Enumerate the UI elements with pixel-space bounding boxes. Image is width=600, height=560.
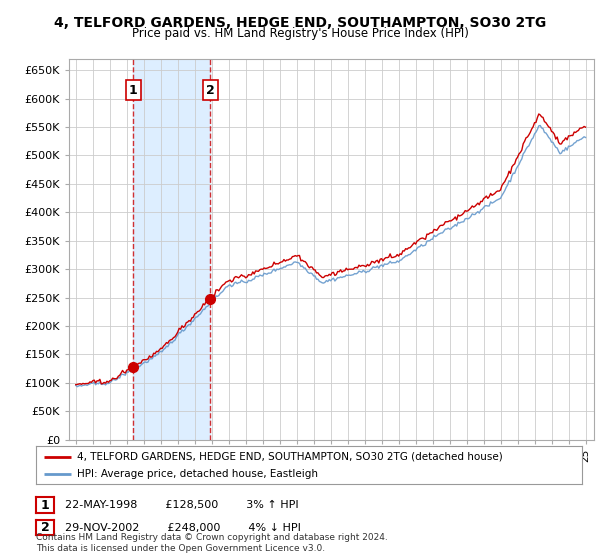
Text: 22-MAY-1998        £128,500        3% ↑ HPI: 22-MAY-1998 £128,500 3% ↑ HPI — [58, 500, 299, 510]
Text: Contains HM Land Registry data © Crown copyright and database right 2024.
This d: Contains HM Land Registry data © Crown c… — [36, 533, 388, 553]
Text: 2: 2 — [206, 83, 215, 96]
Text: 4, TELFORD GARDENS, HEDGE END, SOUTHAMPTON, SO30 2TG: 4, TELFORD GARDENS, HEDGE END, SOUTHAMPT… — [54, 16, 546, 30]
Text: 29-NOV-2002        £248,000        4% ↓ HPI: 29-NOV-2002 £248,000 4% ↓ HPI — [58, 522, 301, 533]
Text: HPI: Average price, detached house, Eastleigh: HPI: Average price, detached house, East… — [77, 469, 318, 479]
Text: 1: 1 — [41, 498, 49, 512]
Text: 4, TELFORD GARDENS, HEDGE END, SOUTHAMPTON, SO30 2TG (detached house): 4, TELFORD GARDENS, HEDGE END, SOUTHAMPT… — [77, 451, 503, 461]
Bar — [577, 59, 594, 440]
Text: 2: 2 — [41, 521, 49, 534]
Bar — [133, 59, 210, 440]
Text: 1: 1 — [129, 83, 137, 96]
Text: Price paid vs. HM Land Registry's House Price Index (HPI): Price paid vs. HM Land Registry's House … — [131, 27, 469, 40]
